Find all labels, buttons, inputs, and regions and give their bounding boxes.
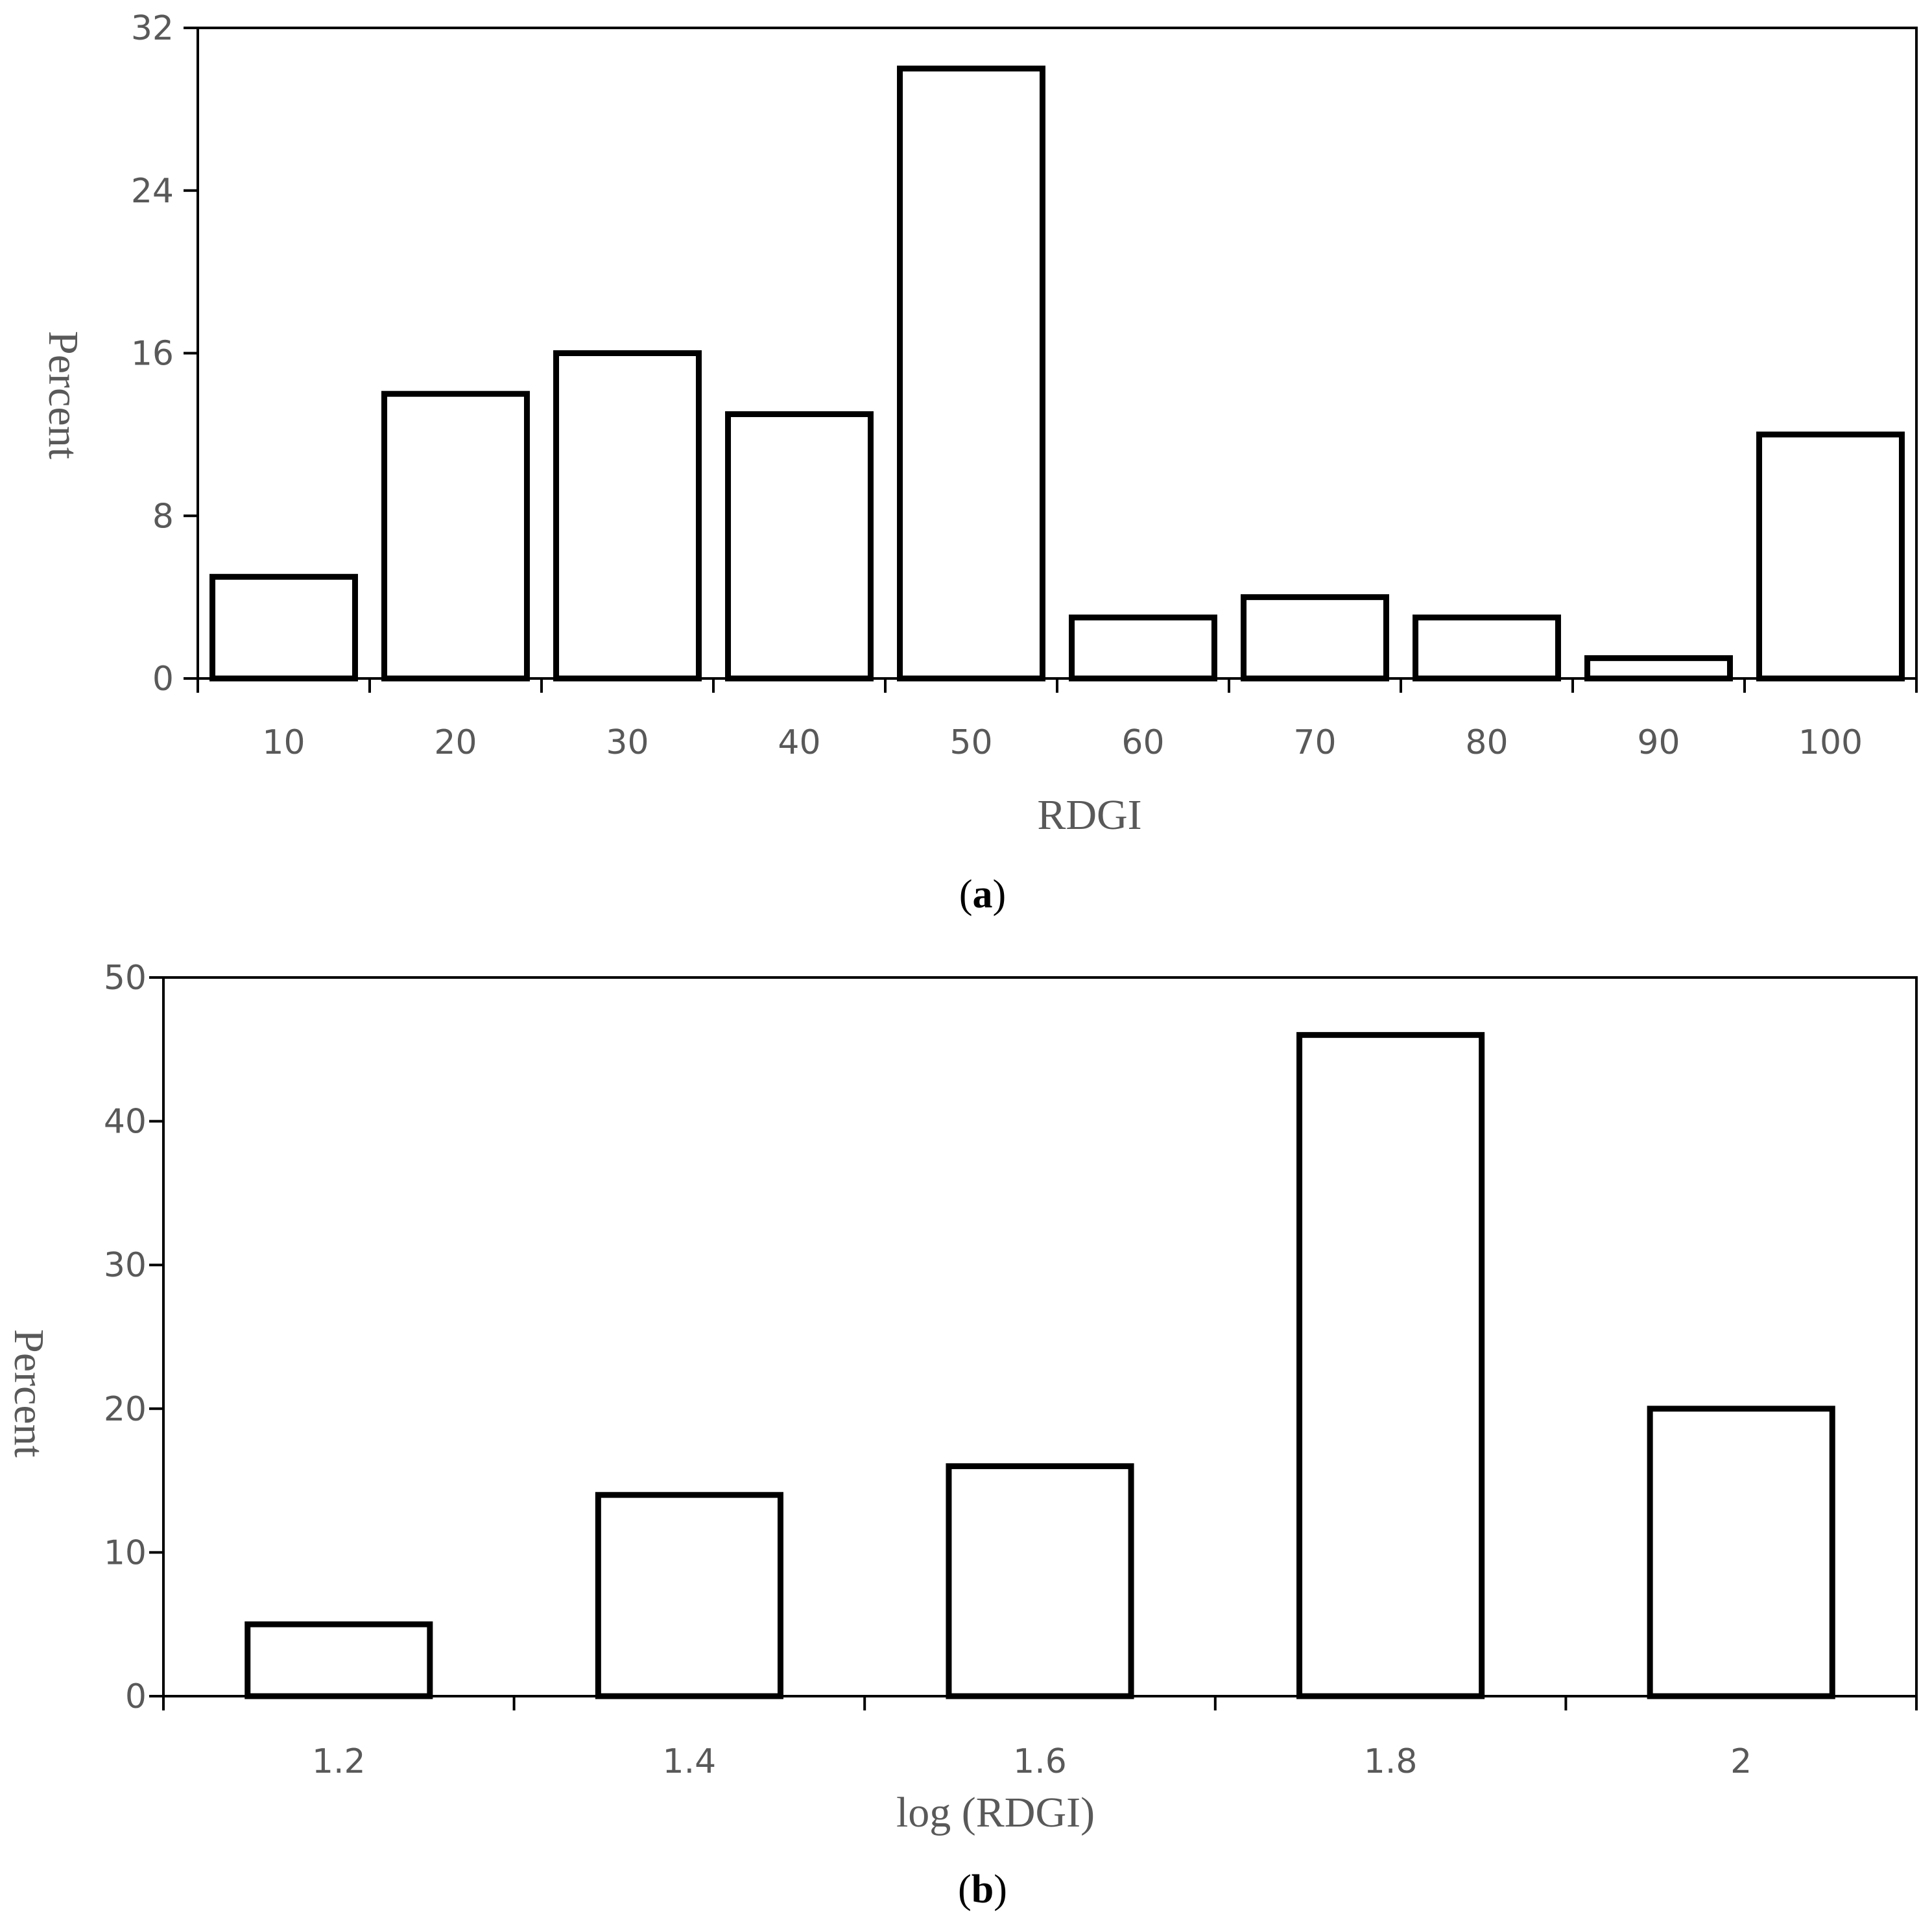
ticks-a — [184, 27, 1918, 693]
bar-a-80 — [1413, 614, 1561, 682]
x-tick-label-b-1.6: 1.6 — [1013, 1742, 1067, 1781]
y-tick-label-b-30: 30 — [104, 1246, 147, 1285]
panel-label-b: (b) — [958, 1867, 1007, 1912]
panel-letter-a: a — [973, 872, 993, 917]
x-tick-label-b-1.2: 1.2 — [312, 1742, 366, 1781]
y-tick-label-b-50: 50 — [104, 959, 147, 998]
x-tick-label-a-60: 60 — [1121, 723, 1164, 762]
bar-b-1.8 — [1296, 1032, 1485, 1699]
x-axis-title-b: log (RDGI) — [896, 1789, 1095, 1836]
y-tick-label-b-20: 20 — [104, 1390, 147, 1429]
y-tick-label-b-0: 0 — [125, 1677, 147, 1716]
bar-a-50 — [897, 66, 1045, 682]
chart-a: 10 20 30 40 50 60 70 80 90 100 0 8 16 24 32 RDGI Perce… — [40, 9, 1918, 917]
bar-b-1.6 — [946, 1463, 1134, 1699]
bar-a-100 — [1756, 431, 1905, 682]
bar-b-1.4 — [595, 1492, 783, 1699]
x-tick-label-a-90: 90 — [1637, 723, 1680, 762]
x-tick-label-a-20: 20 — [434, 723, 477, 762]
bars-a — [209, 66, 1905, 682]
x-tick-label-a-30: 30 — [606, 723, 649, 762]
bar-a-20 — [381, 390, 530, 682]
bar-b-1.2 — [244, 1621, 433, 1699]
x-tick-label-b-1.4: 1.4 — [663, 1742, 717, 1781]
bars-b — [244, 1032, 1835, 1699]
y-tick-label-a-16: 16 — [131, 335, 174, 374]
bar-a-10 — [209, 573, 358, 682]
bar-a-60 — [1069, 614, 1217, 682]
x-axis-title-a: RDGI — [1037, 791, 1141, 839]
x-tick-label-b-2: 2 — [1730, 1742, 1752, 1781]
bar-a-90 — [1584, 655, 1733, 682]
bar-a-40 — [725, 411, 874, 682]
y-tick-label-a-0: 0 — [152, 660, 174, 699]
bar-b-2 — [1647, 1406, 1835, 1699]
y-tick-label-b-10: 10 — [104, 1533, 147, 1572]
y-axis-title-b: Percent — [5, 1329, 53, 1457]
y-axis-title-a: Percent — [40, 331, 87, 459]
x-tick-label-a-50: 50 — [949, 723, 992, 762]
x-tick-label-a-70: 70 — [1293, 723, 1336, 762]
ticks-b — [149, 976, 1918, 1710]
panel-label-a: (a) — [959, 872, 1006, 917]
tick-labels-a: 10 20 30 40 50 60 70 80 90 100 0 8 16 24 32 — [131, 9, 1863, 762]
x-tick-label-a-100: 100 — [1798, 723, 1863, 762]
y-tick-label-a-32: 32 — [131, 9, 174, 48]
y-tick-label-b-40: 40 — [104, 1103, 147, 1142]
x-tick-label-b-1.8: 1.8 — [1364, 1742, 1418, 1781]
x-tick-label-a-10: 10 — [262, 723, 305, 762]
y-tick-label-a-24: 24 — [131, 172, 174, 211]
y-tick-label-a-8: 8 — [152, 497, 174, 536]
x-tick-label-a-80: 80 — [1465, 723, 1508, 762]
x-tick-label-a-40: 40 — [778, 723, 820, 762]
panel-letter-b: b — [972, 1867, 994, 1912]
bar-a-70 — [1241, 594, 1389, 682]
bar-a-30 — [553, 350, 702, 682]
